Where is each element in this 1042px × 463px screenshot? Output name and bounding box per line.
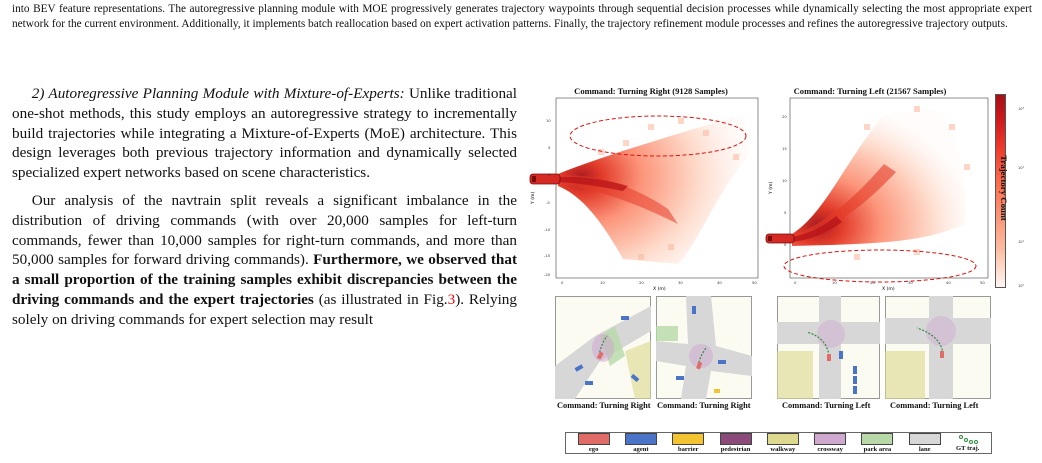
scene-thumbnail-right-2 [656,296,752,399]
x-axis-label: X (m) [653,286,666,292]
x-tick: 20 [870,280,875,285]
paragraph-2-bold: Furthermore, we observed that a small pr… [12,251,518,308]
x-tick: 30 [678,280,683,285]
x-axis-label: X (m) [882,286,895,292]
heatmap-turning-left: Y (m) X (m) 20 15 10 5 0 0 10 20 30 40 5… [765,97,989,292]
x-tick: 40 [717,280,722,285]
legend-item-agent: agent [624,433,657,453]
section-paragraph-1: 2) Autoregressive Planning Module with M… [12,84,517,183]
legend-swatch [672,433,705,445]
y-axis-label: Y (m) [768,181,774,195]
colorbar-tick: 10² [1018,166,1025,170]
legend-swatch [766,433,799,445]
section-heading: 2) Autoregressive Planning Module with M… [31,85,405,102]
figure-legend: ego agent barrier pedestrian walkway cro… [565,432,992,454]
legend-item-pedestrian: pedestrian [719,433,752,453]
ego-vehicle-icon [529,173,561,185]
x-tick: 50 [752,280,757,285]
y-tick: 0 [548,172,551,177]
scene-caption: Command: Turning Left [890,401,979,410]
paragraph-2-end: ). Relying solely on driving commands fo… [12,290,517,328]
y-tick: 10 [546,118,551,123]
scene-thumbnail-left-2 [885,296,991,399]
legend-item-walkway: walkway [766,433,799,453]
y-tick: 20 [782,114,787,119]
scene-thumbnail-left-1 [777,296,880,399]
heatmap-left-title: Command: Turning Left (21567 Samples) [793,86,947,96]
heatmap-turning-right: Y (m) X (m) 10 5 0 -5 -10 -15 -20 0 10 2… [529,97,759,292]
heatmap-right-title: Command: Turning Right (9128 Samples) [574,86,728,96]
section-paragraph-2: Our analysis of the navtrain split revea… [12,191,517,330]
body-paragraph-top: into BEV feature representations. The au… [12,3,1032,30]
legend-item-gt-traj: GT traj. [956,434,979,452]
legend-item-barrier: barrier [672,433,705,453]
legend-item-park-area: park area [861,433,894,453]
colorbar [995,94,1006,288]
y-tick: -10 [544,227,551,232]
scene-caption: Command: Turning Right [657,401,751,410]
left-column: 2) Autoregressive Planning Module with M… [12,84,517,330]
ego-vehicle-icon [765,233,795,244]
x-tick: 10 [832,280,837,285]
y-axis-label: Y (m) [530,191,536,205]
paragraph-2-text: Our analysis of the navtrain split revea… [12,191,517,269]
legend-swatch [908,433,941,445]
y-tick: 10 [782,178,787,183]
legend-swatch [719,433,752,445]
paragraph-2-after: (as illustrated in Fig. [313,290,448,308]
paragraph-1-text: Unlike traditional one-shot methods, thi… [12,85,518,182]
colorbar-label: Trajectory Count [999,155,1009,221]
legend-swatch [624,433,657,445]
legend-item-ego: ego [577,433,610,453]
legend-swatch [861,433,894,445]
y-tick: -5 [546,200,550,205]
legend-item-crossway: crossway [814,433,847,453]
scene-thumbnail-right-1 [555,296,651,399]
x-tick: 30 [908,280,913,285]
y-tick: 15 [782,146,787,151]
figure-reference-link[interactable]: 3 [447,290,456,308]
y-tick: 5 [548,145,551,150]
colorbar-tick: 10¹ [1018,240,1025,244]
x-tick: 0 [794,280,797,285]
x-tick: 20 [639,280,644,285]
y-tick: 5 [784,210,787,215]
y-tick: -20 [544,272,551,277]
x-tick: 0 [561,280,564,285]
x-tick: 10 [600,280,605,285]
legend-item-lane: lane [908,433,941,453]
gt-trajectory-icon [958,435,978,444]
colorbar-tick: 10⁰ [1018,284,1025,288]
x-tick: 50 [980,280,985,285]
x-tick: 40 [946,280,951,285]
figure-3: Command: Turning Right (9128 Samples) Co… [528,80,1033,463]
y-tick: 0 [784,242,787,247]
scene-caption: Command: Turning Left [782,401,871,410]
colorbar-tick: 10³ [1018,107,1025,111]
y-tick: -15 [544,253,551,258]
legend-swatch [814,433,847,445]
legend-swatch [577,433,610,445]
scene-caption: Command: Turning Right [557,401,651,410]
